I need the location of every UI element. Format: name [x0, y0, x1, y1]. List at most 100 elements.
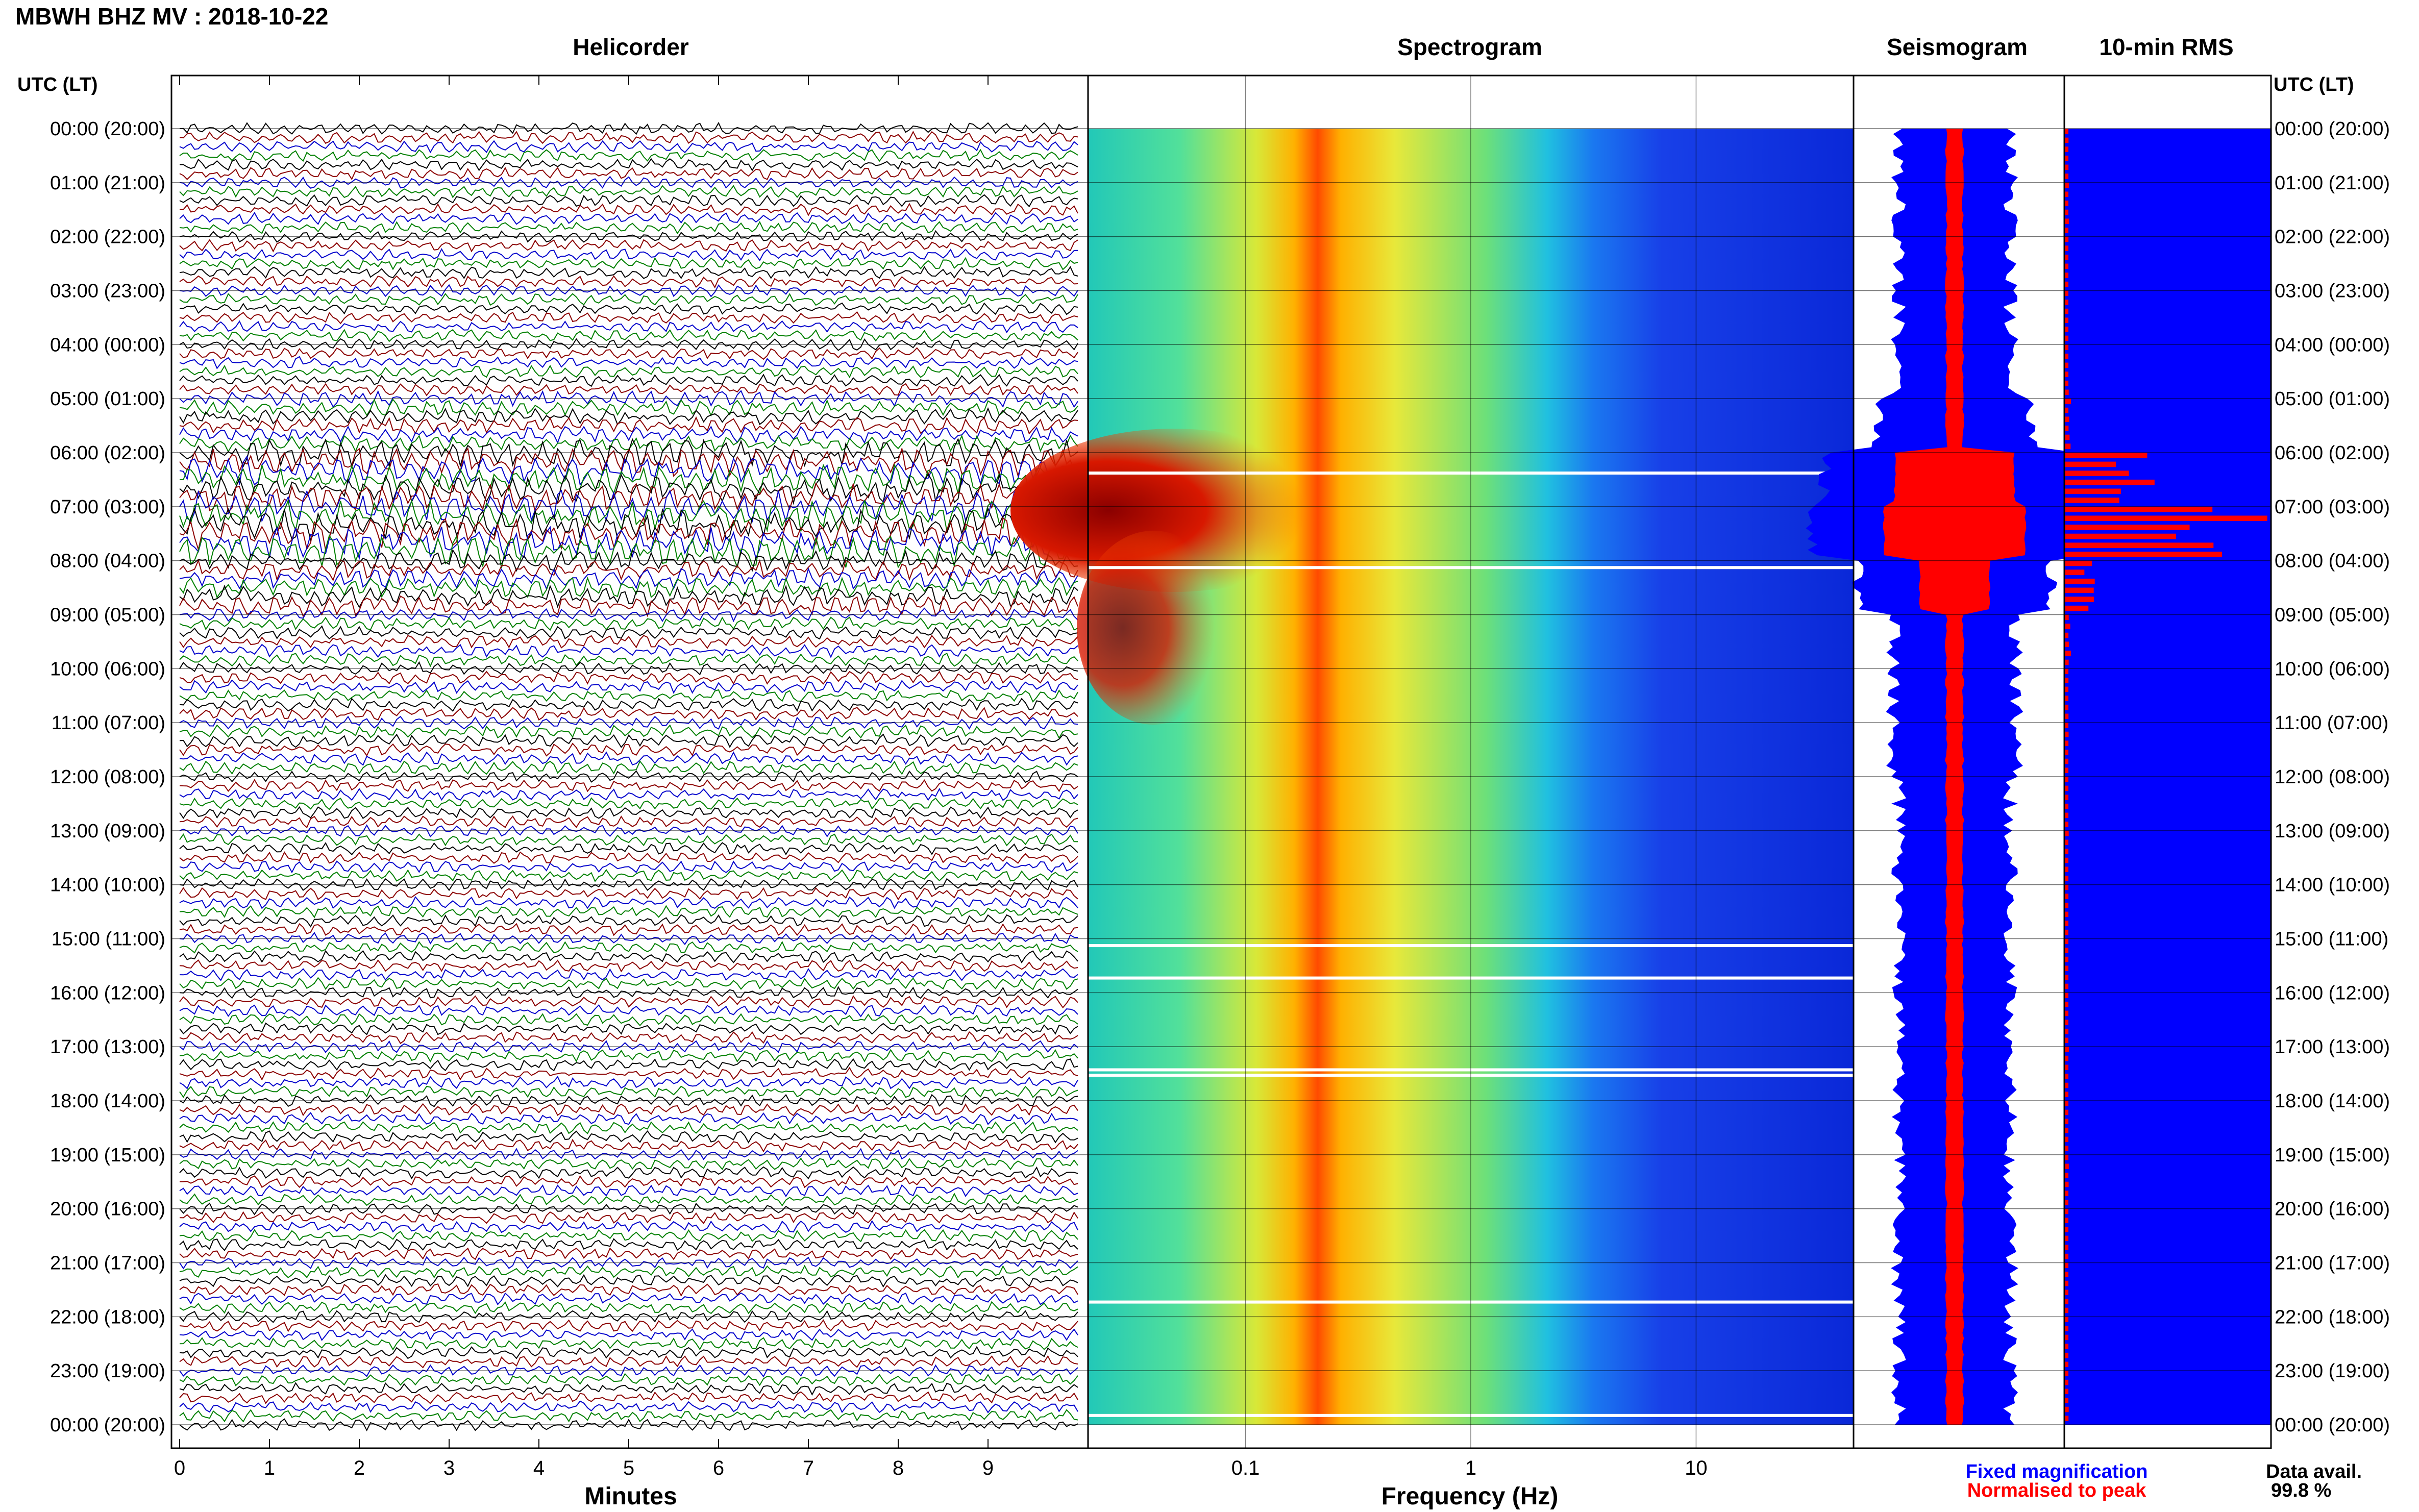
rms-bar	[2064, 1055, 2068, 1061]
rms-bar	[2064, 300, 2068, 305]
helicorder-trace	[179, 1175, 1078, 1188]
time-label: 01:00 (21:00)	[50, 172, 165, 194]
rms-bar	[2064, 1379, 2068, 1385]
time-label: 21:00 (17:00)	[2275, 1253, 2390, 1274]
rms-bar	[2064, 1020, 2068, 1025]
rms-bar	[2064, 822, 2068, 827]
helicorder-trace	[179, 212, 1078, 225]
helicorder-trace	[179, 425, 1078, 444]
rms-bar	[2064, 1317, 2068, 1322]
helicorder-trace	[179, 203, 1078, 216]
helicorder-trace	[179, 1238, 1078, 1251]
helicorder-trace	[179, 751, 1078, 766]
helicorder-trace	[179, 1400, 1078, 1414]
rms-bar	[2064, 1334, 2068, 1341]
time-label: 18:00 (14:00)	[50, 1090, 165, 1112]
rms-bar	[2064, 1082, 2068, 1088]
rms-bar	[2064, 1325, 2068, 1331]
helicorder-trace	[179, 131, 1078, 144]
helicorder-trace	[179, 364, 1078, 379]
rms-bar	[2064, 750, 2068, 755]
time-label: 11:00 (07:00)	[52, 712, 165, 734]
rms-bar	[2064, 587, 2094, 593]
rms-bar	[2064, 1173, 2068, 1178]
frequency-axis-label: Frequency (Hz)	[1381, 1483, 1559, 1510]
rms-bar	[2064, 1416, 2069, 1421]
helicorder-trace	[179, 679, 1078, 694]
rms-bar	[2064, 209, 2068, 215]
rms-bar	[2064, 1344, 2068, 1349]
helicorder-trace	[179, 959, 1078, 973]
rms-bar	[2064, 173, 2069, 179]
time-label: 13:00 (09:00)	[2275, 821, 2390, 842]
rms-bar	[2064, 569, 2085, 575]
helicorder-trace	[179, 1283, 1078, 1297]
rms-bar	[2064, 1101, 2069, 1106]
helicorder-trace	[179, 455, 1078, 486]
rms-bar	[2064, 228, 2068, 233]
rms-bar	[2064, 533, 2177, 539]
rms-bar	[2064, 1218, 2068, 1223]
rms-title: 10-min RMS	[2099, 34, 2233, 60]
time-label: 02:00 (22:00)	[50, 227, 165, 248]
helicorder-trace	[179, 559, 1078, 582]
helicorder-trace	[179, 625, 1078, 640]
rms-bar	[2064, 1352, 2068, 1358]
rms-bar	[2064, 632, 2069, 638]
rms-bar	[2064, 975, 2068, 980]
rms-bar	[2064, 686, 2068, 692]
helicorder-trace	[179, 607, 1078, 623]
rms-bar	[2064, 938, 2068, 945]
helicorder-trace	[179, 878, 1078, 891]
time-label: 00:00 (20:00)	[50, 1415, 165, 1436]
helicorder-trace	[179, 1166, 1078, 1180]
helicorder-trace	[179, 995, 1078, 1009]
rms-bar	[2064, 1398, 2068, 1403]
helicorder-trace	[179, 1193, 1078, 1207]
rms-bar	[2064, 1280, 2068, 1286]
time-label: 05:00 (01:00)	[2275, 388, 2390, 410]
rms-bar	[2064, 380, 2068, 386]
rms-bar	[2064, 696, 2068, 701]
helicorder-trace	[179, 320, 1078, 334]
time-label: 20:00 (16:00)	[50, 1199, 165, 1220]
time-label: 03:00 (23:00)	[2275, 281, 2390, 302]
rms-bar	[2064, 651, 2071, 656]
rms-bar	[2064, 129, 2068, 134]
rms-bar	[2064, 327, 2068, 332]
helicorder-trace	[179, 1013, 1078, 1027]
rms-bar	[2064, 272, 2068, 278]
rms-bar	[2064, 876, 2068, 881]
spectrogram-title: Spectrogram	[1397, 34, 1542, 60]
seismogram-title: Seismogram	[1887, 34, 2028, 60]
rms-bar	[2064, 830, 2069, 836]
rms-bar	[2064, 866, 2068, 872]
helicorder-trace	[179, 698, 1078, 712]
data-availability-value: 99.8 %	[2271, 1480, 2331, 1501]
frequency-tick-label: 1	[1465, 1457, 1476, 1479]
rms-bar	[2064, 1272, 2068, 1277]
rms-bar	[2064, 236, 2069, 242]
helicorder-trace	[179, 833, 1078, 847]
rms-bar	[2064, 1146, 2068, 1151]
helicorder-trace	[179, 383, 1078, 396]
helicorder-trace	[179, 374, 1078, 387]
time-labels-left: 00:00 (20:00) 01:00 (21:00) 02:00 (22:00) 0…	[50, 118, 165, 1436]
rms-bar	[2064, 506, 2213, 512]
rms-bar	[2064, 740, 2069, 747]
time-label: 12:00 (08:00)	[50, 766, 165, 788]
helicorder-trace	[179, 1256, 1078, 1270]
helicorder-trace	[179, 661, 1078, 676]
spectrogram-lowfreq-tail	[1077, 531, 1230, 725]
helicorder-trace	[179, 1157, 1078, 1171]
minutes-axis-label: Minutes	[584, 1483, 677, 1510]
rms-bar	[2064, 443, 2071, 449]
rms-bar	[2064, 704, 2068, 710]
helicorder-trace	[179, 1292, 1078, 1305]
rms-bar	[2064, 1163, 2069, 1170]
rms-bar	[2064, 857, 2068, 863]
rms-bar	[2064, 1127, 2068, 1133]
helicorder-trace	[179, 293, 1078, 306]
minute-tick-label: 3	[443, 1457, 455, 1479]
